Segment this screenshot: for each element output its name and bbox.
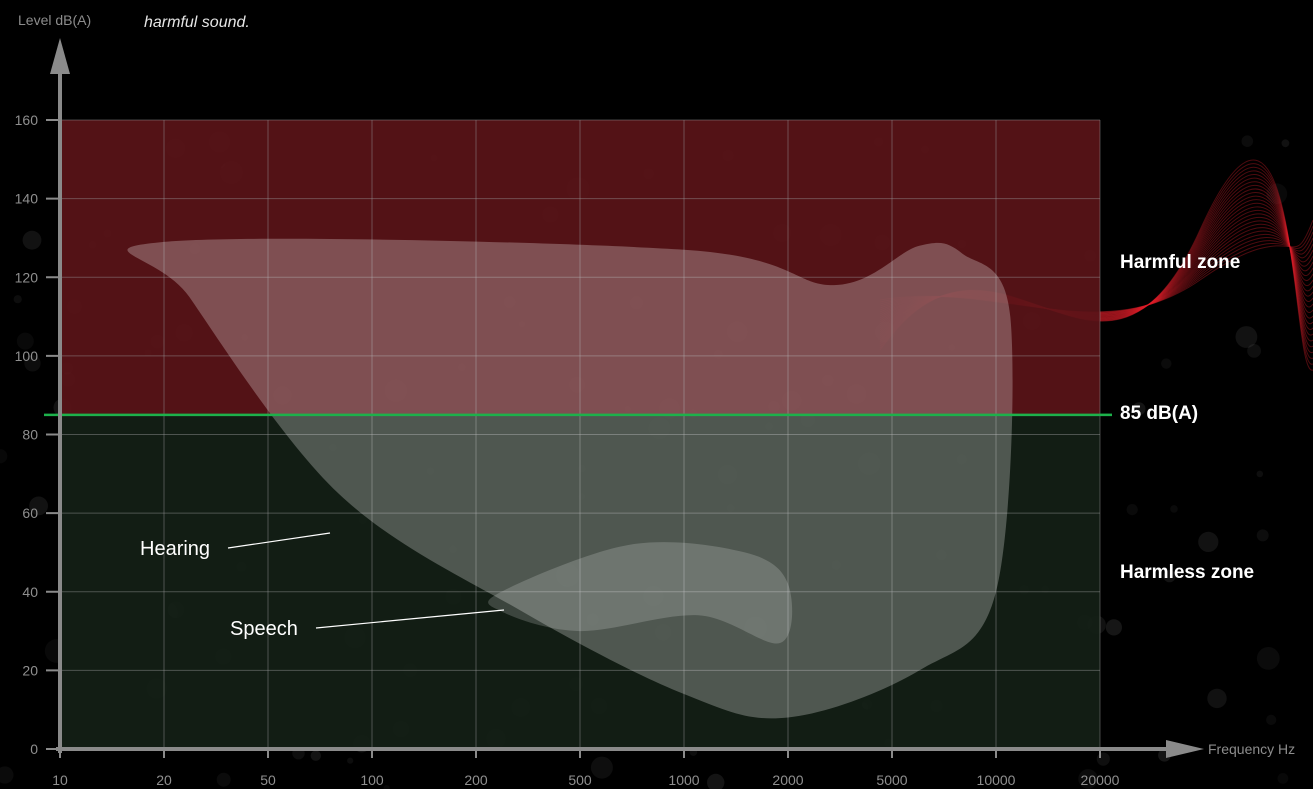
label-layer xyxy=(227,413,1112,629)
bokeh-dot xyxy=(1256,647,1280,670)
bokeh-dot xyxy=(0,449,7,463)
bokeh-dot xyxy=(24,355,41,372)
bokeh-dot xyxy=(216,772,231,787)
bokeh-dot xyxy=(1198,531,1219,553)
bokeh-dot xyxy=(1127,504,1138,515)
x-tick-label: 100 xyxy=(360,772,384,788)
x-tick-label: 20000 xyxy=(1081,772,1120,788)
bokeh-dot xyxy=(347,757,354,764)
y-tick-label: 40 xyxy=(22,584,38,600)
bokeh-dot xyxy=(1281,139,1290,148)
x-tick-label: 20 xyxy=(156,772,172,788)
bokeh-dot xyxy=(590,756,613,779)
hearing-label: Hearing xyxy=(140,538,210,560)
axis-layer: 10 20 50 100 200 500 1000 2000 5000 10000 20000 0 20… xyxy=(15,38,1204,788)
bokeh-dot xyxy=(707,773,725,789)
zone-layer xyxy=(60,120,1100,749)
bokeh-dot xyxy=(13,295,22,304)
hearing-region xyxy=(127,238,1013,719)
bokeh-dot xyxy=(22,230,42,250)
y-tick-label: 0 xyxy=(30,741,38,757)
bokeh-dot xyxy=(1278,773,1289,784)
speech-region xyxy=(488,542,793,644)
x-tick-label: 5000 xyxy=(876,772,907,788)
harmless-zone-label: Harmless zone xyxy=(1120,562,1254,583)
harmless-zone-band xyxy=(60,414,1100,749)
bokeh-dot xyxy=(0,766,14,784)
chart-caption: harmful sound. xyxy=(144,14,250,31)
bokeh-dot xyxy=(1132,402,1146,416)
x-tick-label: 10000 xyxy=(977,772,1016,788)
bokeh-dot xyxy=(1163,569,1176,583)
bokeh-dot xyxy=(1105,619,1122,636)
x-tick-label: 1000 xyxy=(668,772,699,788)
bokeh-dot xyxy=(1241,135,1254,147)
harmful-zone-band xyxy=(60,120,1100,415)
x-tick-label: 10 xyxy=(52,772,68,788)
x-tick-label: 2000 xyxy=(772,772,803,788)
y-tick-label: 20 xyxy=(22,662,38,678)
bokeh-dot xyxy=(1235,326,1258,348)
y-tick-label: 120 xyxy=(15,269,39,285)
bokeh-dot xyxy=(1256,470,1264,478)
bokeh-dot xyxy=(1078,769,1098,789)
bokeh-dot xyxy=(1096,752,1110,766)
threshold-label: 85 dB(A) xyxy=(1120,403,1198,424)
y-tick-label: 60 xyxy=(22,505,38,521)
bokeh-dot xyxy=(1170,505,1178,513)
harmful-zone-label: Harmful zone xyxy=(1120,252,1240,273)
bokeh-dot xyxy=(310,750,321,761)
y-tick-label: 80 xyxy=(22,427,38,443)
y-tick-label: 160 xyxy=(15,112,39,128)
y-tick-label: 140 xyxy=(15,191,39,207)
y-axis-title: Level dB(A) xyxy=(18,12,91,28)
bokeh-dot xyxy=(29,496,48,516)
x-tick-label: 500 xyxy=(568,772,592,788)
region-layer xyxy=(127,238,1013,719)
x-tick-label: 200 xyxy=(464,772,488,788)
bokeh-dot xyxy=(1266,714,1277,726)
bokeh-dot xyxy=(1207,688,1227,709)
x-axis-arrow-icon xyxy=(1166,740,1204,758)
bokeh-dot xyxy=(1247,344,1261,358)
speech-leader-line xyxy=(315,609,505,629)
hearing-leader-line xyxy=(227,532,331,549)
bokeh-dot xyxy=(1161,358,1172,369)
y-axis-arrow-icon xyxy=(50,38,70,74)
bokeh-dot xyxy=(384,785,390,789)
speech-label: Speech xyxy=(230,618,298,640)
bokeh-dot xyxy=(1256,529,1269,542)
x-tick-label: 50 xyxy=(260,772,276,788)
y-tick-label: 100 xyxy=(15,348,39,364)
x-axis-title: Frequency Hz xyxy=(1208,741,1295,757)
